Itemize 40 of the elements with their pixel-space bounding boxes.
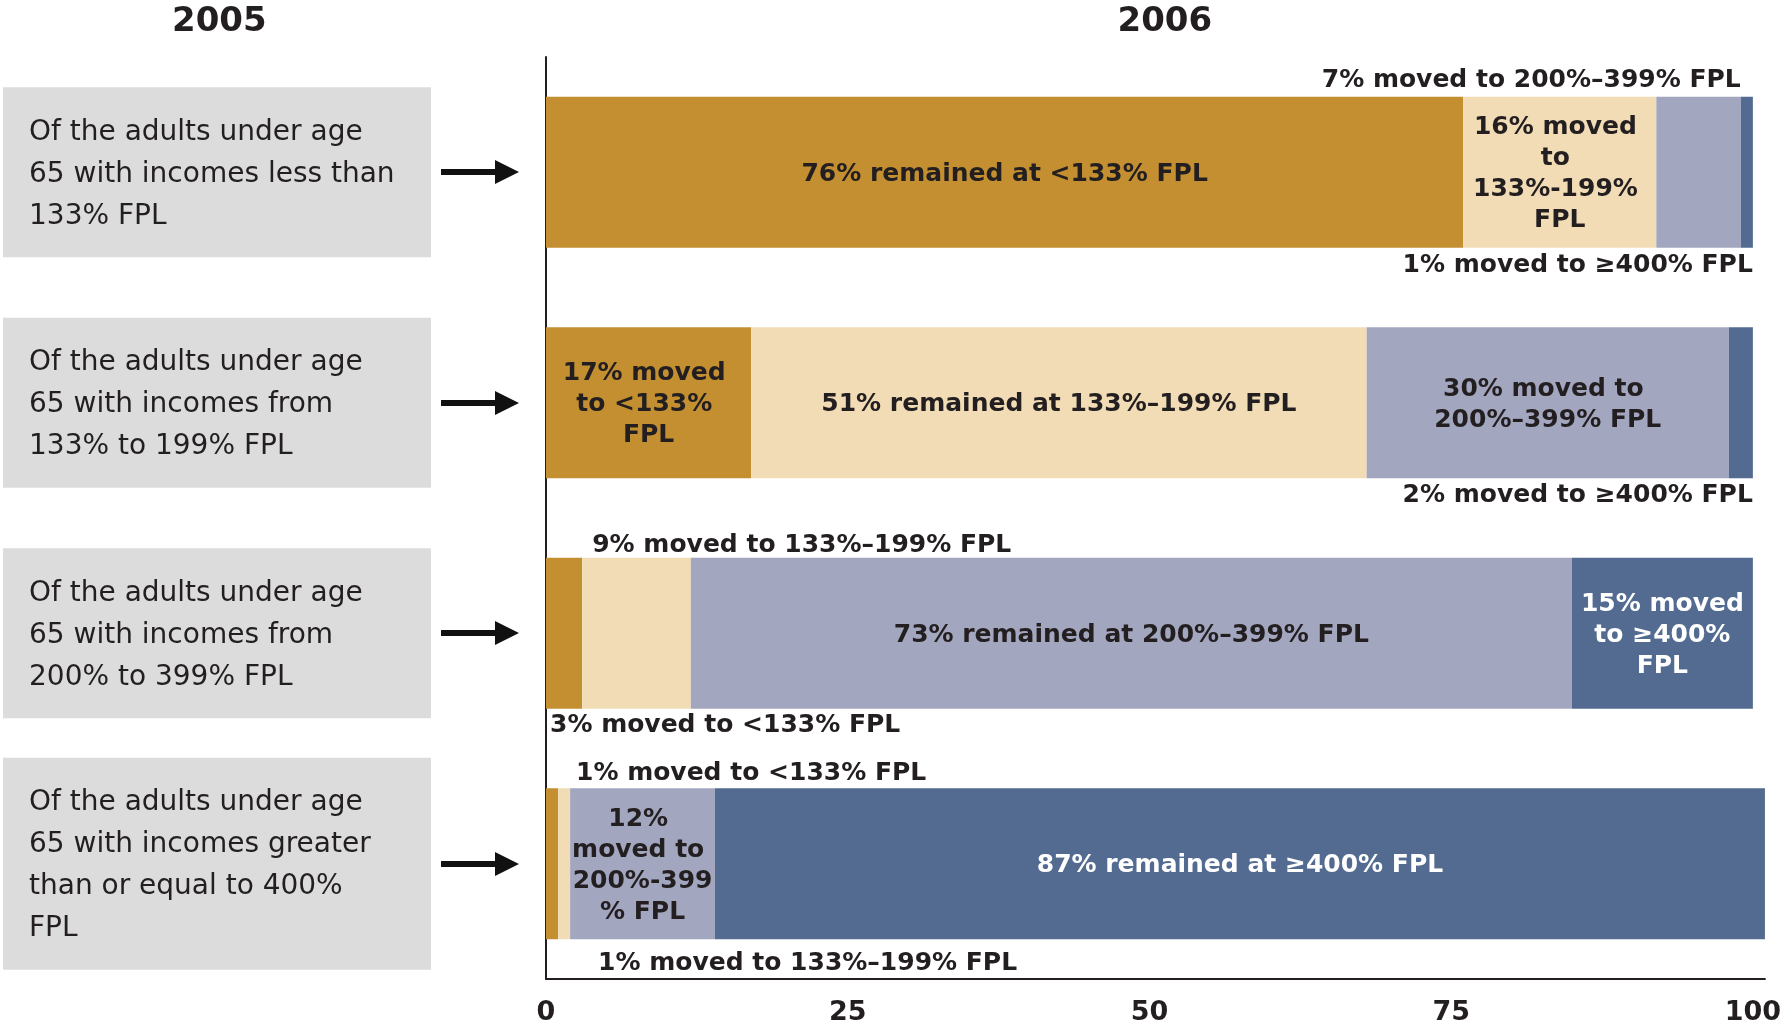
bar: [1656, 96, 1741, 248]
data-label: 15% moved to ≥400% FPL: [1580, 587, 1744, 679]
bar: [546, 557, 583, 709]
data-label: 12% moved to 200%-399% FPL: [572, 802, 713, 925]
bar: [546, 327, 752, 479]
x-tick-label: 0: [536, 995, 556, 1026]
bar: [751, 327, 1367, 479]
bar: [558, 788, 571, 940]
y-tick-label: Of the adults under age 65 with incomes greater than or equal to 400% FPL: [29, 784, 372, 944]
data-label: 1% moved to <133% FPL: [576, 757, 927, 787]
bar: [1366, 327, 1729, 479]
y-tick-label: Of the adults under age 65 with incomes from 133% to 199% FPL: [29, 344, 363, 462]
data-label: 16% moved to 133%-199% FPL: [1473, 111, 1647, 234]
bar: [714, 788, 1765, 940]
y-tick-label: Of the adults under age 65 with incomes less than 133% FPL: [29, 113, 395, 231]
data-label: 87% remained at ≥400% FPL: [1036, 849, 1444, 879]
x-tick-label: 75: [1432, 995, 1470, 1026]
bar: [1740, 96, 1753, 248]
data-label: 76% remained at <133% FPL: [801, 157, 1208, 187]
data-label: 73% remained at 200%–399% FPL: [893, 618, 1369, 648]
data-label: 9% moved to 133%–199% FPL: [592, 528, 1012, 558]
bar: [1728, 327, 1753, 479]
data-label: 7% moved to 200%–399% FPL: [1321, 63, 1741, 93]
data-label: 30% moved to 200%–399% FPL: [1434, 372, 1662, 433]
text: 2006: [1117, 0, 1213, 39]
data-label: 3% moved to <133% FPL: [550, 708, 901, 738]
bar: [690, 557, 1572, 709]
data-label: 17% moved to <133% FPL: [562, 357, 735, 449]
text: 2005: [172, 0, 267, 39]
x-tick-label: 25: [828, 995, 867, 1026]
data-label: 51% remained at 133%–199% FPL: [821, 388, 1297, 418]
x-tick-label: 100: [1724, 995, 1782, 1026]
data-label: 1% moved to 133%–199% FPL: [598, 947, 1018, 977]
bar: [546, 96, 1464, 248]
data-label: 2% moved to ≥400% FPL: [1402, 479, 1753, 509]
data-label: 1% moved to ≥400% FPL: [1402, 248, 1753, 278]
x-tick-label: 50: [1130, 995, 1169, 1026]
bar: [546, 788, 559, 940]
bar: [582, 557, 691, 709]
y-tick-label: Of the adults under age 65 with incomes from 200% to 399% FPL: [29, 574, 363, 692]
